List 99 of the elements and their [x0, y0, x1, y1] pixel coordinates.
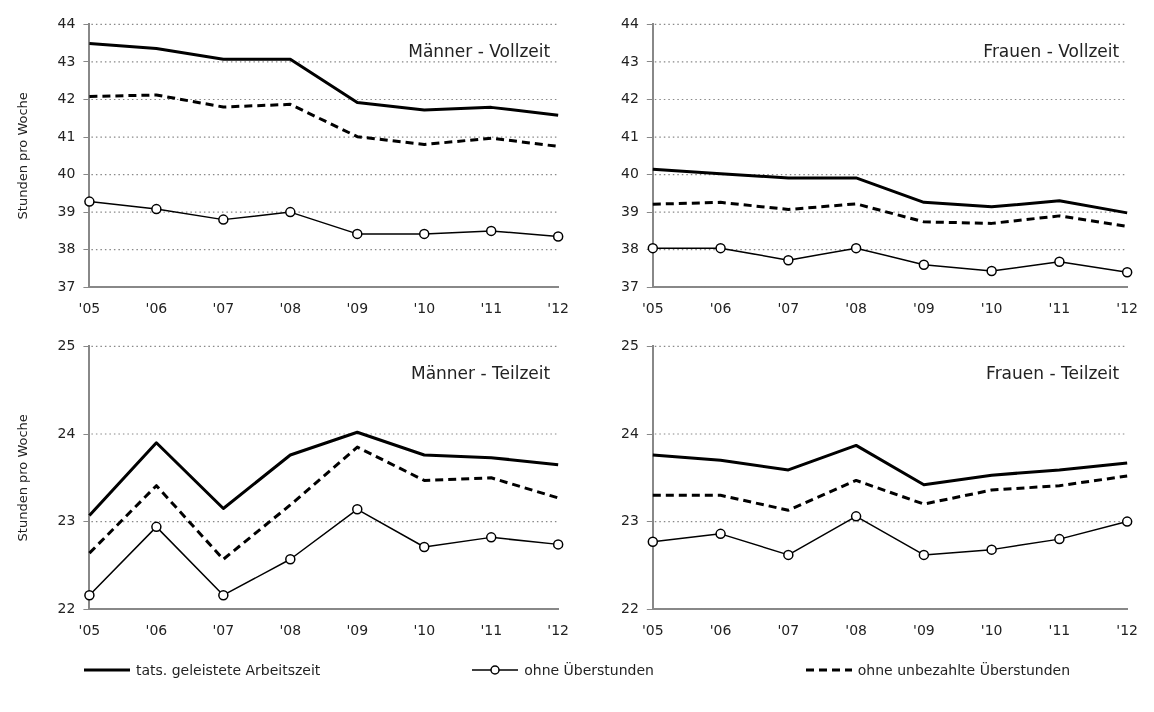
y-tick-label: 39 [57, 202, 76, 219]
point [783, 549, 794, 561]
text: Frauen - Vollzeit [983, 41, 1120, 62]
y-axis-title: Stunden pro Woche [15, 414, 31, 542]
x-tick-label: '12 [1116, 622, 1138, 639]
x-tick-label: '06 [709, 622, 732, 639]
x-tick-label: '06 [709, 300, 732, 317]
x-tick-label: '08 [845, 622, 867, 639]
x-tick-label: '10 [980, 622, 1003, 639]
point [1121, 516, 1133, 527]
point [1121, 266, 1133, 278]
y-tick-label: 39 [620, 202, 639, 219]
x-tick-label: '11 [1048, 622, 1071, 639]
point [418, 541, 430, 553]
y-tick-label: 23 [57, 512, 76, 529]
point [485, 225, 497, 237]
point [850, 511, 862, 522]
point [552, 231, 564, 242]
y-tick-label: 40 [620, 165, 639, 182]
point [715, 528, 726, 540]
point [1054, 533, 1065, 545]
y-axis-title: Stunden pro Woche [15, 92, 31, 220]
point [151, 203, 162, 215]
x-tick-label: '11 [480, 300, 503, 317]
point [986, 265, 997, 277]
y-tick-label: 23 [620, 512, 639, 529]
point [285, 554, 296, 565]
legend-label: tats. geleistete Arbeitszeit [135, 662, 321, 678]
x-tick-label: '12 [1116, 300, 1138, 317]
point [715, 242, 726, 254]
point [84, 196, 95, 207]
x-tick-label: '10 [413, 300, 436, 317]
x-tick-label: '12 [547, 622, 569, 639]
x-tick-label: '09 [346, 300, 369, 317]
x-tick-label: '05 [641, 300, 664, 317]
x-tick-label: '08 [279, 300, 302, 317]
y-tick-label: 43 [620, 52, 639, 69]
x-tick-label: '07 [212, 300, 235, 317]
x-tick-label: '06 [145, 300, 168, 317]
legend-label: ohne unbezahlte Überstunden [857, 662, 1071, 678]
x-tick-label: '11 [1048, 300, 1071, 317]
x-tick-label: '08 [279, 622, 302, 639]
point [218, 214, 229, 225]
point [986, 544, 997, 555]
y-tick-label: 40 [57, 165, 76, 182]
x-tick-label: '06 [145, 622, 168, 639]
y-tick-label: 42 [620, 90, 639, 107]
x-tick-label: '08 [845, 300, 867, 317]
y-tick-label: 41 [620, 127, 639, 144]
point [850, 242, 862, 254]
point [647, 536, 659, 547]
y-tick-label: 25 [620, 337, 639, 354]
y-tick-label: 44 [620, 15, 639, 32]
point [647, 242, 659, 254]
line-series [651, 474, 1129, 512]
x-tick-label: '12 [547, 300, 569, 317]
y-tick-label: 42 [57, 90, 76, 107]
point [918, 259, 930, 270]
x-tick-label: '05 [78, 622, 101, 639]
text: Männer - Vollzeit [408, 41, 551, 62]
text: Männer - Teilzeit [410, 363, 551, 384]
y-tick-label: 22 [620, 599, 639, 616]
y-tick-label: 37 [620, 277, 639, 294]
y-tick-label: 43 [57, 52, 76, 69]
y-tick-label: 41 [57, 127, 76, 144]
point [783, 254, 794, 266]
x-tick-label: '05 [641, 622, 664, 639]
point [1054, 256, 1065, 267]
point [352, 228, 363, 240]
x-tick-label: '07 [212, 622, 235, 639]
point [352, 504, 363, 515]
point [285, 206, 296, 218]
legend-label: ohne Überstunden [524, 662, 654, 678]
x-tick-label: '07 [777, 622, 800, 639]
y-tick-label: 24 [57, 424, 76, 441]
y-tick-label: 24 [620, 424, 639, 441]
x-tick-label: '07 [777, 300, 800, 317]
x-tick-label: '05 [78, 300, 101, 317]
y-tick-label: 44 [57, 15, 76, 32]
x-tick-label: '09 [913, 622, 935, 639]
text: Frauen - Teilzeit [986, 363, 1120, 384]
point [485, 532, 497, 543]
x-tick-label: '11 [480, 622, 503, 639]
point [418, 228, 430, 240]
y-tick-label: 38 [57, 240, 76, 257]
point [151, 521, 162, 533]
x-tick-label: '09 [913, 300, 935, 317]
y-tick-label: 37 [57, 277, 76, 294]
y-tick-label: 22 [57, 599, 76, 616]
point [552, 539, 564, 550]
line-series [87, 445, 560, 561]
x-tick-label: '09 [346, 622, 369, 639]
x-tick-label: '10 [980, 300, 1003, 317]
point [218, 589, 229, 601]
x-tick-label: '10 [413, 622, 436, 639]
y-tick-label: 38 [620, 240, 639, 257]
y-tick-label: 25 [57, 337, 76, 354]
point [84, 589, 95, 601]
point [918, 549, 930, 561]
